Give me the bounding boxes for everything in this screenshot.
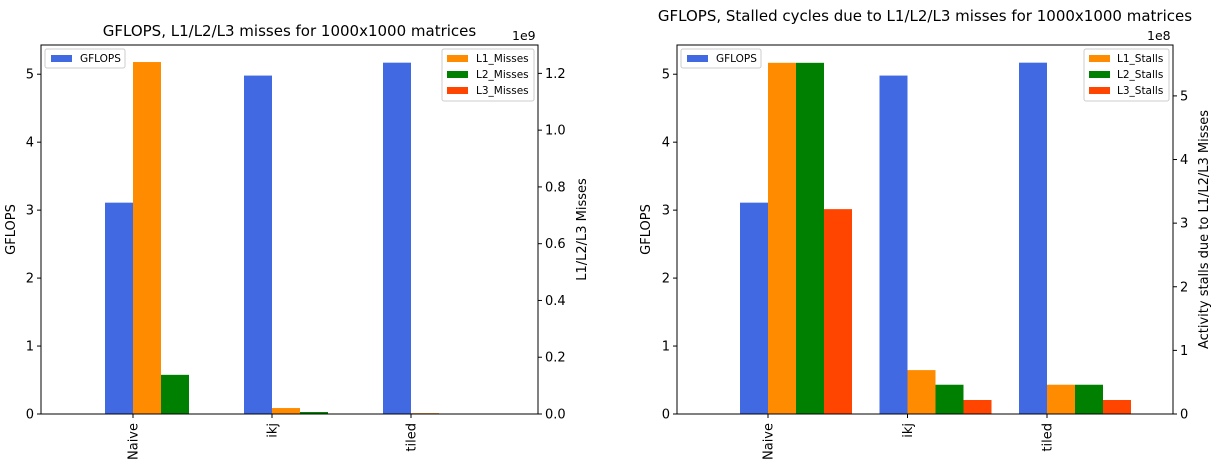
right-y-tick-label: 1.0 (545, 124, 566, 139)
left-y-tick-label: 0 (26, 408, 34, 423)
left-y-tick-label: 1 (26, 340, 34, 355)
x-tick-label-tiled: tiled (405, 423, 420, 452)
legend-swatch-l3 (447, 87, 468, 94)
left-y-axis: 0 1 2 3 4 5 (662, 68, 677, 423)
legend-label-l2: L2_Misses (476, 69, 529, 81)
bar-l1-misses-naive (133, 62, 161, 415)
bar-l2-misses-naive (161, 374, 189, 414)
legend-swatch-l1 (447, 55, 468, 62)
bar-gflops-ikj (244, 75, 272, 414)
chart-stalls: GFLOPS, Stalled cycles due to L1/L2/L3 m… (639, 7, 1212, 460)
left-y-tick-label: 3 (26, 204, 34, 219)
legend-label-l3: L3_Stalls (1117, 85, 1163, 97)
bar-l3-stalls-naive (824, 209, 852, 414)
x-tick-label-tiled: tiled (1041, 423, 1056, 452)
legend-label-l1: L1_Misses (476, 53, 529, 65)
plot-frame (676, 44, 1174, 415)
legend-swatch-l2 (1089, 71, 1110, 78)
right-y-axis-label: Activity stalls due to L1/L2/L3 Misses (1197, 110, 1212, 349)
bar-l2-stalls-tiled (1075, 384, 1103, 414)
bar-l1-stalls-ikj (907, 370, 936, 414)
x-tick-label-naive: Naive (127, 423, 142, 460)
left-y-axis: 0 1 2 3 4 5 (26, 68, 41, 423)
left-y-axis-label: GFLOPS (639, 204, 654, 255)
bars (740, 62, 1131, 415)
chart-title: GFLOPS, Stalled cycles due to L1/L2/L3 m… (658, 7, 1192, 25)
right-y-offset-text: 1e8 (1147, 28, 1171, 43)
legend-swatch-gflops (687, 55, 708, 62)
legend-label-l3: L3_Misses (476, 85, 529, 97)
right-y-tick-label: 5 (1180, 89, 1188, 104)
right-y-tick-label: 0.2 (545, 351, 566, 366)
left-y-tick-label: 5 (662, 68, 670, 83)
right-y-axis: 0 1 2 3 4 5 (1173, 89, 1188, 423)
legend-right: L1_Misses L2_Misses L3_Misses (441, 48, 535, 102)
legend-left: GFLOPS (680, 48, 762, 69)
left-y-tick-label: 3 (662, 204, 670, 219)
bar-l1-misses-ikj (272, 408, 300, 414)
bar-l3-stalls-ikj (963, 400, 992, 414)
right-y-tick-label: 0.4 (545, 294, 566, 309)
legend-label-l2: L2_Stalls (1117, 69, 1163, 81)
right-y-tick-label: 3 (1180, 217, 1188, 232)
right-y-tick-label: 1 (1180, 344, 1188, 359)
right-y-tick-label: 0.0 (545, 408, 566, 423)
legend-label-gflops: GFLOPS (80, 53, 121, 65)
x-axis: Naive ikj tiled (762, 414, 1056, 460)
bar-l2-stalls-ikj (935, 384, 964, 414)
right-y-tick-label: 4 (1180, 153, 1188, 168)
left-y-tick-label: 4 (662, 136, 670, 151)
x-tick-label-naive: Naive (762, 423, 777, 460)
left-y-axis-label: GFLOPS (4, 204, 19, 255)
bar-l1-stalls-naive (768, 62, 796, 415)
left-y-tick-label: 1 (662, 340, 670, 355)
x-axis: Naive ikj tiled (127, 414, 420, 460)
legend-swatch-l1 (1089, 55, 1110, 62)
legend-label-gflops: GFLOPS (716, 53, 757, 65)
legend-left: GFLOPS (44, 48, 126, 69)
legend-swatch-l2 (447, 71, 468, 78)
bar-gflops-naive (740, 202, 768, 414)
left-y-tick-label: 4 (26, 136, 34, 151)
left-y-tick-label: 5 (26, 68, 34, 83)
right-y-tick-label: 2 (1180, 280, 1188, 295)
bars (105, 62, 439, 415)
x-tick-label-ikj: ikj (901, 423, 916, 438)
legend-right: L1_Stalls L2_Stalls L3_Stalls (1083, 48, 1170, 102)
left-y-tick-label: 2 (26, 272, 34, 287)
legend-swatch-gflops (51, 55, 72, 62)
right-y-tick-label: 1.2 (545, 67, 566, 82)
right-y-axis: 0.0 0.2 0.4 0.6 0.8 1.0 1.2 (538, 67, 566, 423)
bar-gflops-ikj (879, 75, 908, 414)
right-y-tick-label: 0.8 (545, 180, 566, 195)
legend-label-l1: L1_Stalls (1117, 53, 1163, 65)
right-y-axis-label: L1/L2/L3 Misses (575, 178, 590, 281)
bar-l1-stalls-tiled (1047, 384, 1075, 414)
left-y-tick-label: 2 (662, 272, 670, 287)
right-y-tick-label: 0.6 (545, 237, 566, 252)
plot-frame (40, 44, 539, 415)
bar-l3-stalls-tiled (1103, 400, 1131, 414)
bar-gflops-naive (105, 202, 133, 414)
left-y-tick-label: 0 (662, 408, 670, 423)
bar-gflops-tiled (383, 62, 411, 414)
x-tick-label-ikj: ikj (266, 423, 281, 438)
bar-l2-stalls-naive (796, 62, 824, 415)
chart-title: GFLOPS, L1/L2/L3 misses for 1000x1000 ma… (103, 22, 477, 40)
bar-l2-misses-ikj (300, 412, 328, 414)
chart-misses: GFLOPS, L1/L2/L3 misses for 1000x1000 ma… (4, 22, 590, 460)
legend-swatch-l3 (1089, 87, 1110, 94)
bar-gflops-tiled (1019, 62, 1047, 414)
right-y-offset-text: 1e9 (512, 28, 536, 43)
right-y-tick-label: 0 (1180, 408, 1188, 423)
